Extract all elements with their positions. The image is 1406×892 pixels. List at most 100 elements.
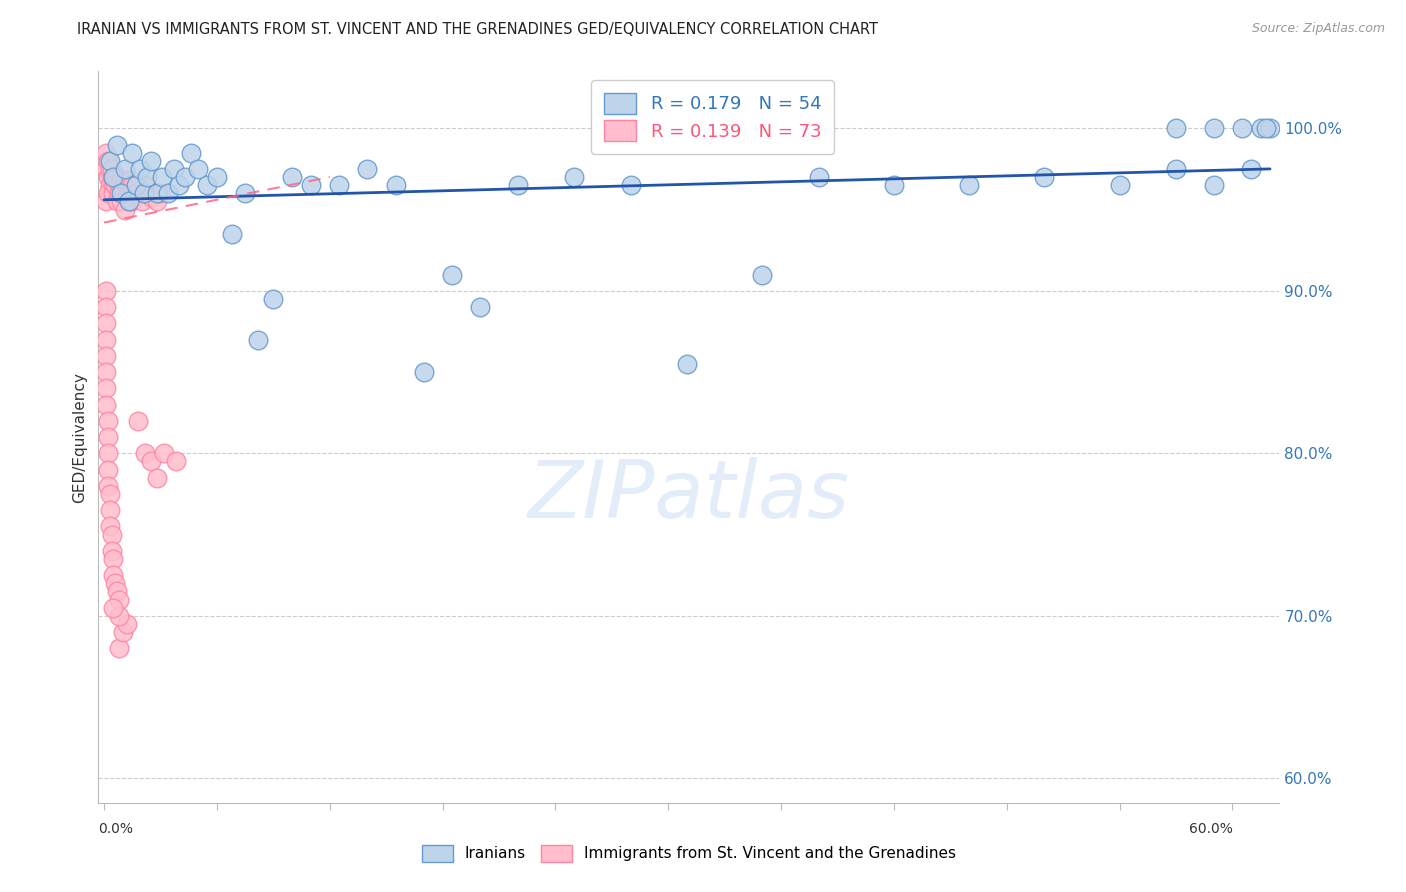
Point xyxy=(94,316,117,330)
Point xyxy=(94,194,117,209)
Point xyxy=(94,398,117,412)
Point xyxy=(94,145,117,160)
Point xyxy=(1033,169,1056,184)
Point xyxy=(103,186,125,201)
Point xyxy=(108,608,131,623)
Point xyxy=(103,178,125,193)
Point xyxy=(111,186,134,201)
Text: 60.0%: 60.0% xyxy=(1188,822,1233,837)
Point xyxy=(111,625,134,640)
Point xyxy=(139,189,162,203)
Point xyxy=(153,446,176,460)
Point xyxy=(221,227,243,241)
Point xyxy=(299,178,322,193)
Point xyxy=(98,161,121,176)
Point xyxy=(247,333,270,347)
Point xyxy=(100,544,122,558)
Point xyxy=(94,365,117,379)
Point xyxy=(114,202,136,217)
Point xyxy=(1258,121,1281,136)
Point xyxy=(440,268,463,282)
Point xyxy=(98,519,121,533)
Point xyxy=(125,178,148,193)
Point xyxy=(97,479,120,493)
Point xyxy=(169,178,191,193)
Point xyxy=(100,161,122,176)
Point xyxy=(150,169,173,184)
Point xyxy=(100,169,122,184)
Point xyxy=(122,178,145,193)
Point xyxy=(356,161,378,176)
Point xyxy=(136,169,159,184)
Point xyxy=(104,178,127,193)
Point xyxy=(883,178,905,193)
Point xyxy=(1164,161,1187,176)
Point xyxy=(97,169,120,184)
Point xyxy=(1240,161,1263,176)
Point xyxy=(103,568,125,582)
Point xyxy=(115,189,138,203)
Point xyxy=(103,552,125,566)
Point xyxy=(100,527,122,541)
Point xyxy=(957,178,980,193)
Point xyxy=(117,194,139,209)
Point xyxy=(120,173,142,187)
Point xyxy=(506,178,529,193)
Point xyxy=(197,178,219,193)
Point xyxy=(205,169,228,184)
Point xyxy=(131,194,153,209)
Point xyxy=(108,186,131,201)
Text: ZIPatlas: ZIPatlas xyxy=(527,457,851,534)
Point xyxy=(98,487,121,501)
Point xyxy=(1202,178,1225,193)
Point xyxy=(114,161,136,176)
Point xyxy=(108,641,131,656)
Text: IRANIAN VS IMMIGRANTS FROM ST. VINCENT AND THE GRENADINES GED/EQUIVALENCY CORREL: IRANIAN VS IMMIGRANTS FROM ST. VINCENT A… xyxy=(77,22,879,37)
Point xyxy=(110,173,132,187)
Point xyxy=(121,194,143,209)
Point xyxy=(1108,178,1130,193)
Point xyxy=(94,300,117,314)
Point xyxy=(94,161,117,176)
Point xyxy=(94,349,117,363)
Point xyxy=(105,584,128,599)
Point xyxy=(110,186,132,201)
Point xyxy=(98,178,121,193)
Point xyxy=(103,600,125,615)
Point xyxy=(115,178,138,193)
Point xyxy=(98,503,121,517)
Point xyxy=(103,169,125,184)
Text: 0.0%: 0.0% xyxy=(98,822,134,837)
Point xyxy=(127,414,149,428)
Point xyxy=(128,161,150,176)
Point xyxy=(104,576,127,591)
Point xyxy=(281,169,304,184)
Point xyxy=(121,178,143,193)
Point xyxy=(105,137,128,152)
Point xyxy=(94,284,117,298)
Point xyxy=(145,471,167,485)
Point xyxy=(676,357,699,371)
Point xyxy=(104,169,127,184)
Point xyxy=(97,414,120,428)
Point xyxy=(94,333,117,347)
Point xyxy=(108,178,131,193)
Point xyxy=(117,194,139,209)
Point xyxy=(262,292,284,306)
Point xyxy=(105,194,128,209)
Point xyxy=(139,153,162,168)
Point xyxy=(412,365,434,379)
Point xyxy=(145,194,167,209)
Point xyxy=(127,186,149,201)
Point xyxy=(132,186,155,201)
Point xyxy=(174,169,197,184)
Point xyxy=(751,268,773,282)
Point xyxy=(111,178,134,193)
Point xyxy=(97,430,120,444)
Point xyxy=(97,462,120,476)
Point xyxy=(1230,121,1253,136)
Point xyxy=(121,186,143,201)
Point xyxy=(117,186,139,201)
Point xyxy=(562,169,585,184)
Point xyxy=(134,178,156,193)
